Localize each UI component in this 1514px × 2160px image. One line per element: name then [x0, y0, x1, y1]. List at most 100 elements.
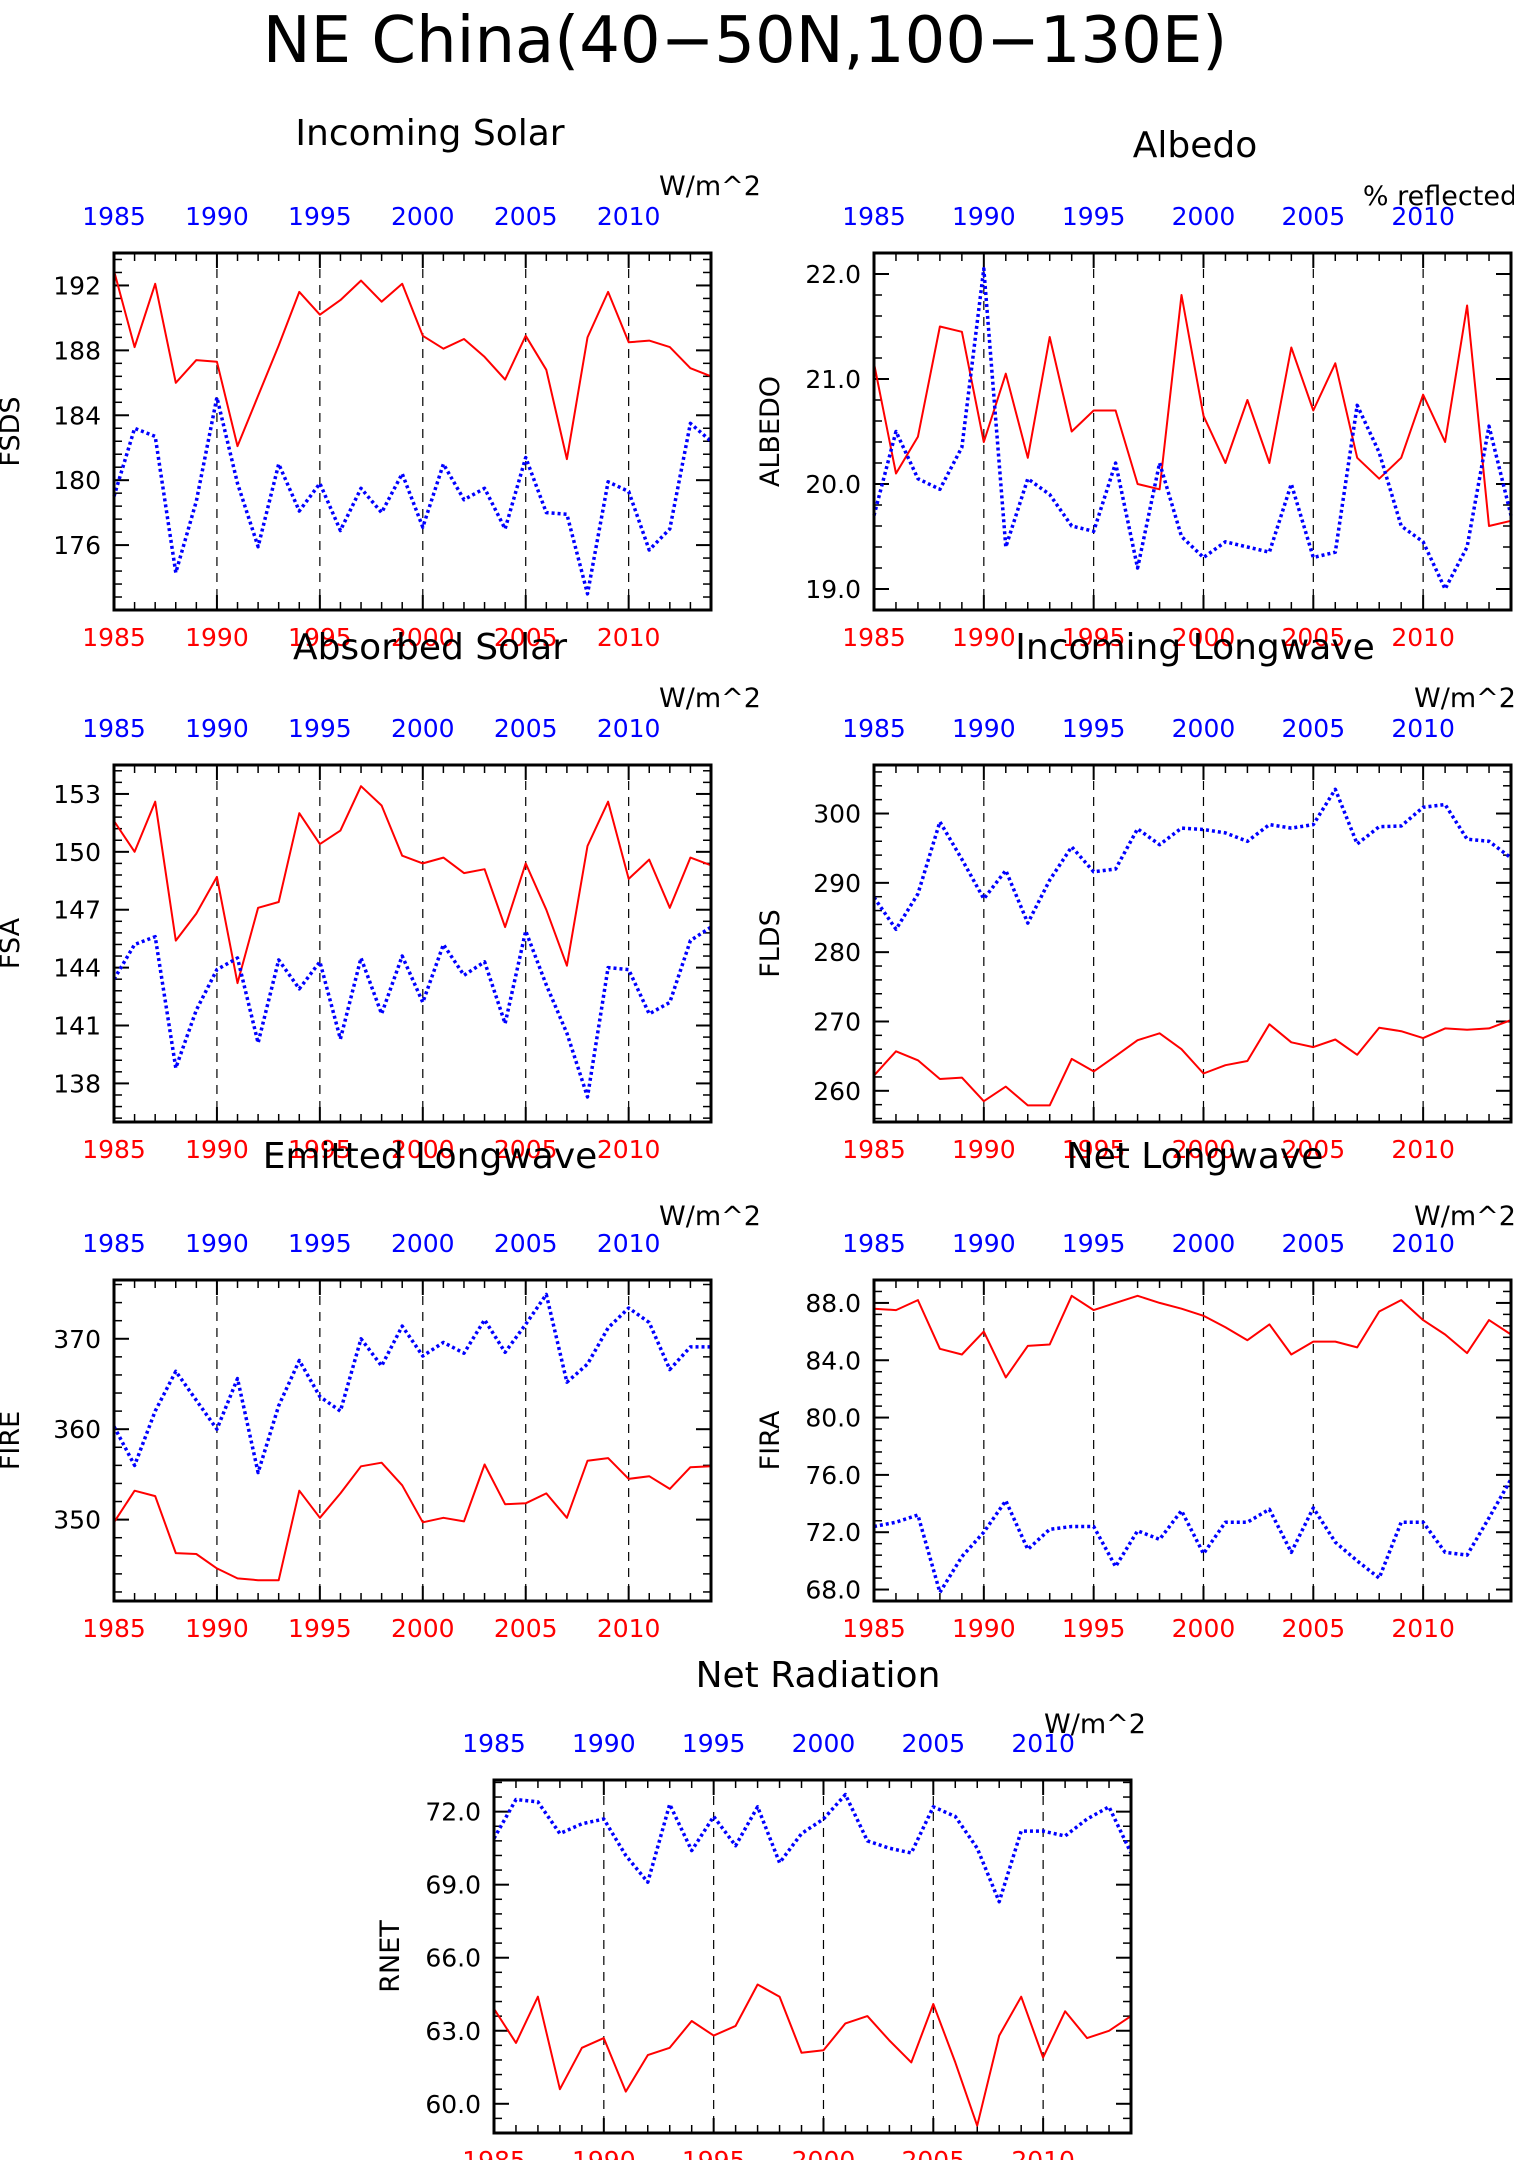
- x-tick-label-top: 2005: [494, 714, 558, 743]
- y-axis-label: FIRA: [755, 1410, 786, 1470]
- x-tick-label-bottom: 2005: [494, 1135, 558, 1164]
- panel-title: Albedo: [1133, 125, 1258, 166]
- x-tick-label-top: 1990: [185, 1229, 249, 1258]
- x-tick-label-top: 1990: [185, 714, 249, 743]
- x-tick-label-top: 2005: [494, 1229, 558, 1258]
- x-tick-label-top: 2010: [597, 202, 661, 231]
- y-tick-label: 144: [53, 954, 101, 983]
- plot-frame: [112, 1278, 713, 1603]
- x-tick-label-top: 1995: [288, 714, 352, 743]
- x-tick-label-top: 1985: [82, 714, 146, 743]
- x-tick-label-bottom: 1985: [462, 2146, 526, 2160]
- x-tick-label-top: 2000: [1172, 202, 1236, 231]
- panel-title: Emitted Longwave: [263, 1136, 598, 1177]
- series-line-red: [113, 270, 712, 461]
- y-tick-label: 147: [53, 896, 101, 925]
- y-tick-label: 150: [53, 838, 101, 867]
- x-tick-label-bottom: 2000: [1172, 1614, 1236, 1643]
- series-line-blue: [872, 266, 1513, 591]
- series-line-red: [873, 1294, 1512, 1379]
- y-tick-label: 300: [813, 800, 861, 829]
- x-tick-label-top: 1985: [842, 1229, 906, 1258]
- x-tick-label-bottom: 2000: [1172, 623, 1236, 652]
- x-tick-label-top: 1995: [1062, 202, 1126, 231]
- x-tick-label-bottom: 1995: [288, 623, 352, 652]
- series-line-red: [113, 1457, 712, 1582]
- y-tick-label: 72.0: [805, 1518, 861, 1547]
- x-tick-label-top: 1995: [1062, 1229, 1126, 1258]
- plot-frame: [492, 1778, 1133, 2135]
- series-line-blue: [112, 1292, 711, 1475]
- plot-frame: [872, 1278, 1513, 1603]
- x-tick-label-top: 1985: [462, 1729, 526, 1758]
- x-tick-label-top: 1990: [185, 202, 249, 231]
- x-tick-label-bottom: 2010: [1011, 2146, 1075, 2160]
- panel-flds: Incoming Longwave W/m^2 260 270 280 290 300 198…: [755, 627, 1514, 1164]
- x-tick-label-bottom: 1990: [185, 1614, 249, 1643]
- y-axis-label: FIRE: [0, 1411, 26, 1470]
- y-tick-label: 20.0: [805, 470, 861, 499]
- y-tick-label: 184: [53, 401, 101, 430]
- x-tick-label-bottom: 2005: [494, 1614, 558, 1643]
- units-label: W/m^2: [1414, 1201, 1514, 1232]
- x-tick-label-top: 2010: [1391, 202, 1455, 231]
- y-tick-label: 69.0: [425, 1871, 481, 1900]
- x-tick-label-top: 2000: [792, 1729, 856, 1758]
- x-tick-label-top: 1990: [952, 1229, 1016, 1258]
- y-tick-label: 84.0: [805, 1346, 861, 1375]
- x-tick-label-bottom: 2010: [597, 1135, 661, 1164]
- x-tick-label-top: 1990: [952, 714, 1016, 743]
- y-tick-label: 72.0: [425, 1798, 481, 1827]
- x-tick-label-bottom: 2000: [391, 623, 455, 652]
- x-tick-label-top: 2010: [597, 1229, 661, 1258]
- panel-fire: Emitted Longwave W/m^2 350 360 370 1985 1985 19…: [0, 1136, 761, 1643]
- y-tick-label: 280: [813, 938, 861, 967]
- y-tick-label: 260: [813, 1077, 861, 1106]
- y-tick-label: 188: [53, 336, 101, 365]
- y-tick-label: 192: [53, 271, 101, 300]
- x-tick-label-bottom: 2010: [1391, 623, 1455, 652]
- panel-title: Net Longwave: [1067, 1136, 1324, 1177]
- x-tick-label-bottom: 2005: [1281, 1135, 1345, 1164]
- panel-title: Absorbed Solar: [293, 627, 567, 668]
- y-tick-label: 76.0: [805, 1461, 861, 1490]
- x-tick-label-top: 2005: [1281, 714, 1345, 743]
- x-tick-label-bottom: 2000: [391, 1135, 455, 1164]
- x-tick-label-bottom: 1995: [288, 1614, 352, 1643]
- x-tick-label-top: 2010: [1391, 1229, 1455, 1258]
- x-tick-label-bottom: 1995: [1062, 623, 1126, 652]
- units-label: W/m^2: [659, 171, 761, 202]
- y-tick-label: 21.0: [805, 365, 861, 394]
- y-tick-label: 141: [53, 1012, 101, 1041]
- y-tick-label: 153: [53, 780, 101, 809]
- x-tick-label-bottom: 1990: [952, 1614, 1016, 1643]
- x-tick-label-top: 2000: [391, 1229, 455, 1258]
- units-label: W/m^2: [659, 683, 761, 714]
- x-tick-label-bottom: 2005: [1281, 623, 1345, 652]
- series-line-red: [493, 1983, 1132, 2127]
- y-tick-label: 22.0: [805, 260, 861, 289]
- x-tick-label-bottom: 1985: [842, 1614, 906, 1643]
- x-tick-label-bottom: 1985: [842, 623, 906, 652]
- series-line-red: [873, 1019, 1512, 1107]
- x-tick-label-top: 1985: [842, 202, 906, 231]
- y-tick-label: 19.0: [805, 575, 861, 604]
- x-tick-label-top: 2000: [1172, 1229, 1236, 1258]
- y-tick-label: 88.0: [805, 1289, 861, 1318]
- plot-frame: [872, 763, 1513, 1124]
- x-tick-label-bottom: 1995: [1062, 1614, 1126, 1643]
- x-tick-label-bottom: 2010: [1391, 1614, 1455, 1643]
- x-tick-label-top: 2010: [597, 714, 661, 743]
- series-line-red: [873, 294, 1512, 527]
- series-line-blue: [872, 787, 1513, 932]
- plot-frame: [112, 251, 713, 612]
- units-label: W/m^2: [659, 1201, 761, 1232]
- series-line-red: [113, 785, 712, 985]
- x-tick-label-bottom: 1985: [82, 1614, 146, 1643]
- panel-rnet: Net Radiation W/m^2 60.0 63.0 66.0 69.0 72.0 19…: [375, 1655, 1146, 2160]
- y-tick-label: 138: [53, 1069, 101, 1098]
- x-tick-label-top: 1985: [842, 714, 906, 743]
- x-tick-label-bottom: 1995: [1062, 1135, 1126, 1164]
- figure-title: NE China(40−50N,100−130E): [263, 4, 1228, 78]
- x-tick-label-bottom: 1990: [185, 1135, 249, 1164]
